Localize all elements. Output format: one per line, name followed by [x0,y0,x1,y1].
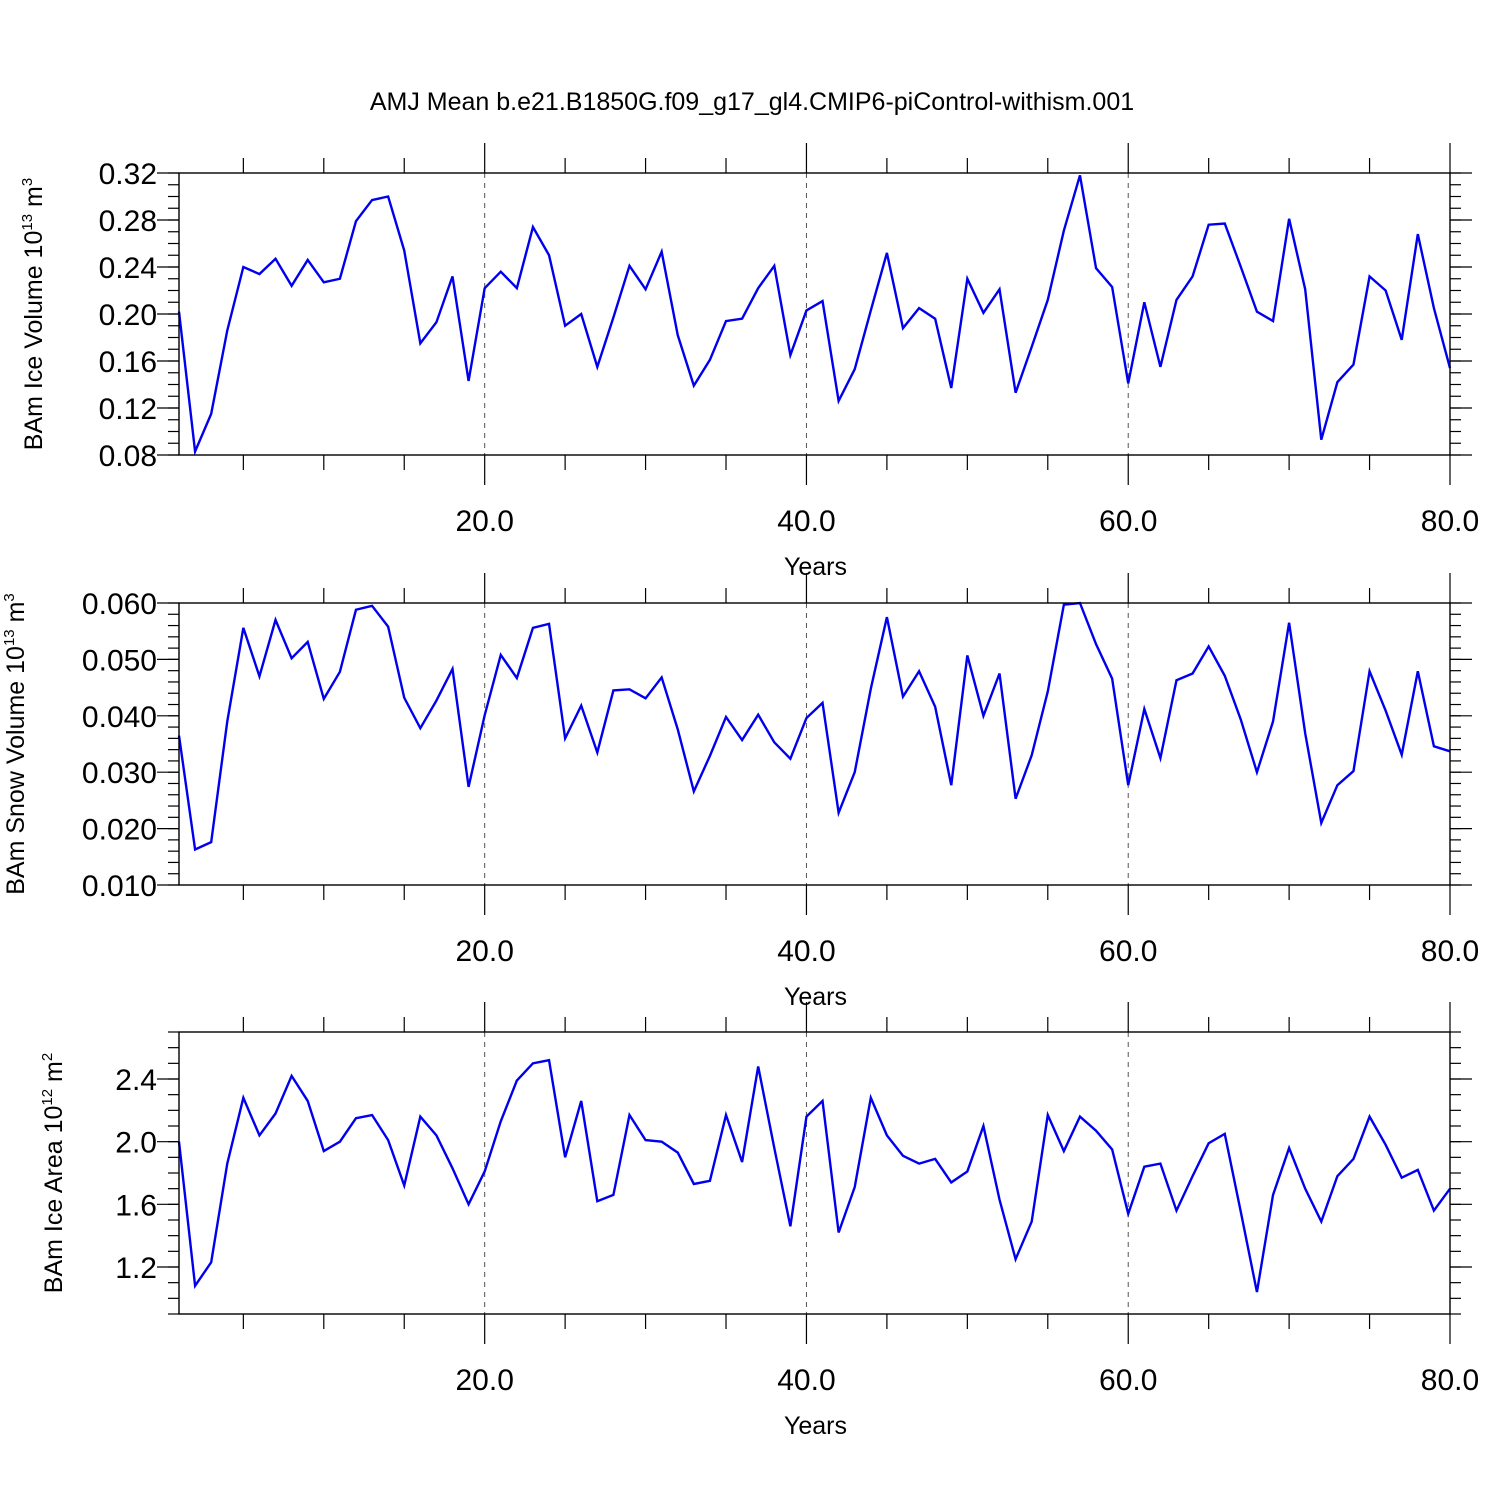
y-tick-label: 0.010 [82,870,157,903]
y-tick-label: 0.16 [99,346,157,379]
y-tick-label: 1.6 [115,1189,157,1222]
y-tick-label: 0.20 [99,299,157,332]
plot-frame [178,1031,1451,1315]
x-axis-label: Years [784,983,847,1011]
panel-ice-volume: 0.08 0.12 0.16 0.20 0.24 0.28 0.32 20.0 40.0 60.0… [19,143,1479,581]
plot-frame [178,602,1451,886]
y-axis-label-unit: m [20,186,48,214]
y-tick-label: 0.060 [82,588,157,621]
y-tick-label: 0.32 [99,158,157,191]
x-tick-label: 40.0 [777,505,835,538]
y-tick-label: 0.020 [82,814,157,847]
y-axis-label-unit-exp: 3 [1,593,18,601]
y-tick-label: 0.28 [99,205,157,238]
x-tick-label: 80.0 [1421,935,1479,968]
series-line-ice-volume [177,175,1452,457]
series-line-ice-area [177,1058,1451,1293]
y-axis-label-main: BAm Snow Volume 10 [2,646,30,895]
y-tick-label: 1.2 [115,1252,157,1285]
x-tick-label: 60.0 [1099,935,1157,968]
x-axis-label: Years [784,1412,847,1440]
y-axis-label-exp: 12 [39,1089,56,1106]
y-axis-label-unit: m [2,602,30,630]
x-tick-label: 60.0 [1099,1364,1157,1397]
x-tick-label: 60.0 [1099,505,1157,538]
y-axis-label: BAm Ice Volume 1013 m3 [19,178,48,450]
plot-frame [178,172,1451,456]
y-tick-label: 0.050 [82,644,157,677]
y-tick-label: 0.030 [82,757,157,790]
x-tick-label: 20.0 [455,935,513,968]
y-axis-label-exp: 13 [19,214,36,231]
y-tick-label: 0.24 [99,252,157,285]
y-axis-label-unit: m [40,1061,68,1089]
figure-title: AMJ Mean b.e21.B1850G.f09_g17_gl4.CMIP6-… [370,88,1134,116]
y-axis-label: BAm Snow Volume 1013 m3 [1,593,30,895]
y-tick-label: 2.0 [115,1127,157,1160]
y-tick-label: 2.4 [115,1064,157,1097]
x-tick-label: 40.0 [777,935,835,968]
y-axis-label-unit-exp: 2 [39,1053,56,1061]
y-axis-label-main: BAm Ice Area 10 [40,1106,68,1294]
series-line-snow-volume [177,601,1451,852]
y-axis-label-exp: 13 [1,629,18,646]
x-tick-label: 20.0 [455,505,513,538]
x-tick-label: 80.0 [1421,1364,1479,1397]
panel-ice-area: 1.2 1.6 2.0 2.4 20.0 40.0 60.0 80.0 Years BAm Ice… [39,1002,1479,1440]
y-axis-label-main: BAm Ice Volume 10 [20,231,48,451]
x-tick-label: 40.0 [777,1364,835,1397]
y-axis-label-unit-exp: 3 [19,178,36,186]
x-tick-label: 20.0 [455,1364,513,1397]
x-tick-label: 80.0 [1421,505,1479,538]
y-tick-label: 0.08 [99,440,157,473]
panel-snow-volume: 0.010 0.020 0.030 0.040 0.050 0.060 20.0 40.0 60… [1,573,1479,1011]
y-axis-label: BAm Ice Area 1012 m2 [39,1053,68,1293]
x-axis-label: Years [784,553,847,581]
y-tick-label: 0.040 [82,701,157,734]
y-tick-label: 0.12 [99,393,157,426]
